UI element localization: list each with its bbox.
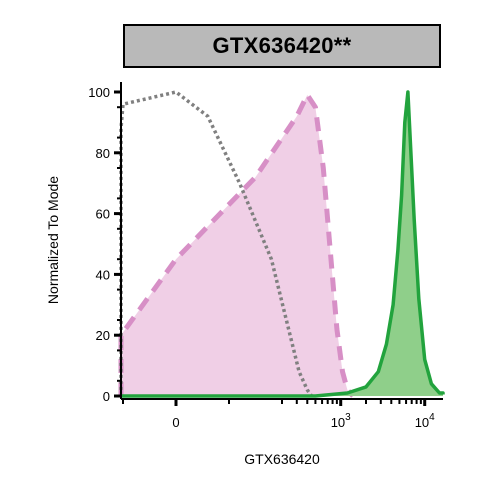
x-axis-title: GTX636420 [244, 451, 320, 467]
x-ticks: 0103104105 [122, 399, 435, 430]
x-tick-label: 103 [331, 412, 351, 430]
plot-area [118, 90, 445, 398]
y-tick-label: 20 [96, 328, 110, 343]
chart-title-box: GTX636420** [123, 24, 441, 68]
series-fill [121, 95, 353, 396]
y-tick-label: 60 [96, 207, 110, 222]
series-line [121, 90, 445, 398]
y-ticks: 0 20 40 60 80 100 [88, 85, 121, 404]
y-tick-label: 40 [96, 267, 110, 282]
y-tick-label: 80 [96, 146, 110, 161]
antibody-series [121, 90, 445, 398]
y-tick-label: 0 [103, 389, 110, 404]
y-axis-title: Normalized To Mode [45, 176, 61, 304]
x-tick-label: 0 [172, 415, 179, 430]
x-tick-label: 104 [415, 412, 435, 430]
chart-title: GTX636420** [212, 33, 352, 58]
series-fill [121, 92, 443, 396]
y-tick-label: 100 [88, 85, 110, 100]
unstained-control-series [118, 92, 355, 398]
